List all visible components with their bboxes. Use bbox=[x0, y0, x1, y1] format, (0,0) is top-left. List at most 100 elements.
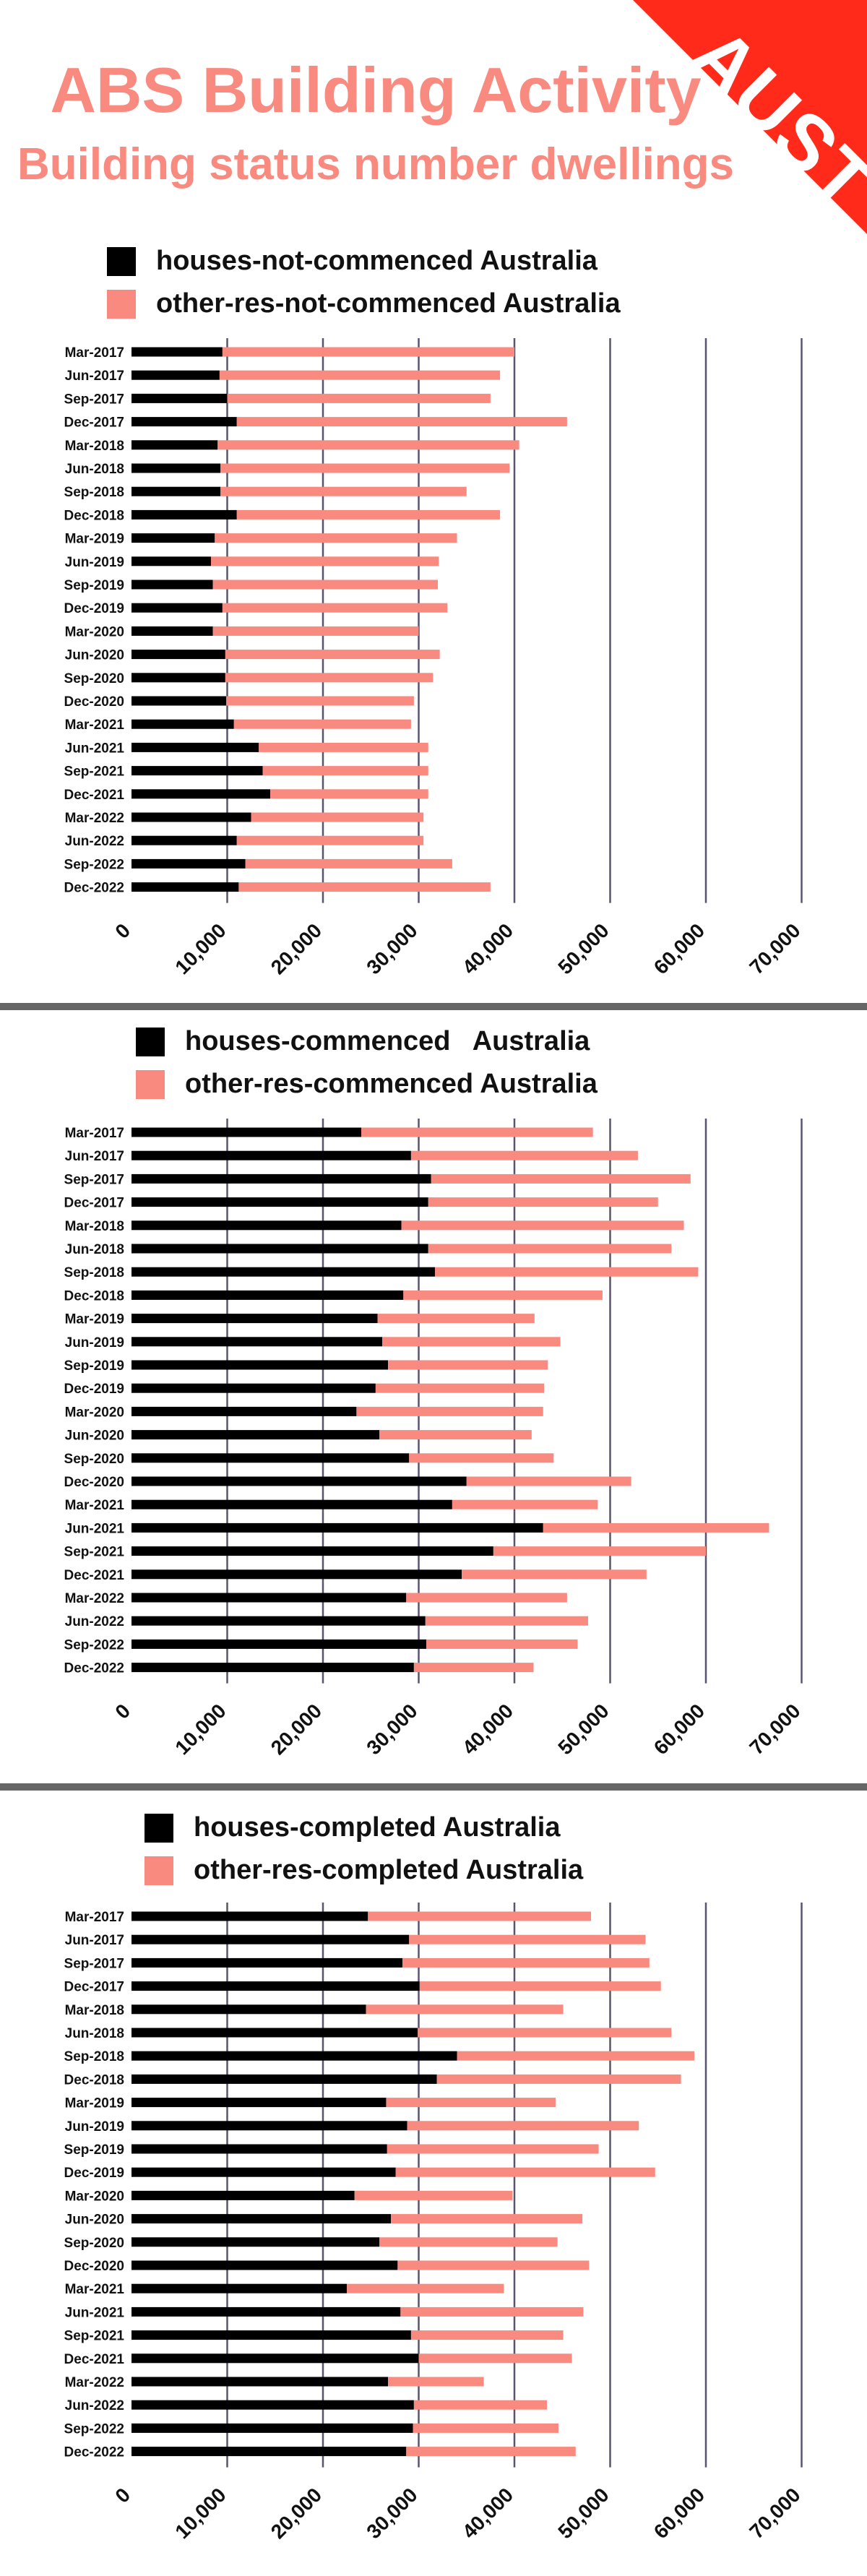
bar-other-res bbox=[236, 417, 567, 427]
category-label: Sep-2018 bbox=[64, 485, 124, 500]
bar-other-res bbox=[397, 2260, 590, 2270]
bar-other-res bbox=[407, 2121, 639, 2131]
category-label: Mar-2022 bbox=[65, 2375, 124, 2390]
bar-houses bbox=[131, 1290, 404, 1300]
bar-houses bbox=[131, 1173, 431, 1184]
legend-swatch-houses bbox=[107, 246, 136, 276]
legend-item-other-commenced: other-res-commenced Australia bbox=[136, 1069, 598, 1100]
bar-other-res bbox=[402, 1957, 650, 1968]
category-label: Sep-2022 bbox=[64, 1637, 124, 1653]
bar-houses bbox=[131, 766, 263, 776]
x-tick-label: 70,000 bbox=[745, 919, 804, 978]
bar-other-res bbox=[245, 858, 452, 869]
bar-other-res bbox=[543, 1522, 769, 1533]
category-label: Jun-2018 bbox=[65, 462, 124, 477]
x-tick-label: 60,000 bbox=[650, 1700, 709, 1759]
category-label: Mar-2019 bbox=[65, 1312, 124, 1327]
category-label: Dec-2018 bbox=[64, 508, 124, 523]
bar-houses bbox=[131, 789, 271, 799]
legend-completed: houses-completed Australia other-res-com… bbox=[144, 1812, 583, 1886]
category-label: Jun-2020 bbox=[65, 1429, 124, 1444]
bar-other-res bbox=[386, 2098, 556, 2108]
legend-swatch-houses bbox=[136, 1027, 165, 1056]
bar-other-res bbox=[431, 1173, 691, 1184]
bar-houses bbox=[131, 603, 223, 613]
bar-houses bbox=[131, 1663, 414, 1673]
bar-other-res bbox=[410, 2330, 564, 2340]
legend-label-houses-commenced: houses-commenced Australia bbox=[185, 1026, 590, 1056]
bar-houses bbox=[131, 440, 218, 450]
bar-other-res bbox=[436, 2074, 681, 2084]
bar-other-res bbox=[418, 2353, 572, 2364]
bar-houses bbox=[131, 2353, 419, 2364]
bar-houses bbox=[131, 2144, 387, 2154]
bar-other-res bbox=[226, 696, 414, 706]
legend-swatch-other bbox=[144, 1856, 173, 1885]
x-tick-label: 10,000 bbox=[171, 1700, 230, 1759]
bar-other-res bbox=[368, 1911, 591, 1921]
banner-triangle bbox=[631, 0, 867, 236]
category-label: Dec-2020 bbox=[64, 1475, 124, 1490]
bar-houses bbox=[131, 1499, 452, 1509]
category-label: Jun-2022 bbox=[65, 2398, 124, 2413]
bar-other-res bbox=[435, 1267, 699, 1277]
category-label: Jun-2022 bbox=[65, 834, 124, 849]
category-label: Jun-2022 bbox=[65, 1614, 124, 1629]
bar-other-res bbox=[493, 1546, 706, 1556]
bar-other-res bbox=[379, 2237, 558, 2247]
legend-swatch-houses bbox=[144, 1813, 173, 1843]
bar-houses bbox=[131, 486, 221, 496]
category-label: Mar-2019 bbox=[65, 2096, 124, 2111]
bar-houses bbox=[131, 463, 221, 473]
category-label: Sep-2017 bbox=[64, 1172, 124, 1187]
x-tick-label: 40,000 bbox=[458, 919, 517, 978]
category-label: Mar-2020 bbox=[65, 624, 124, 639]
bar-other-res bbox=[403, 1290, 603, 1300]
bar-other-res bbox=[220, 486, 467, 496]
category-label: Jun-2017 bbox=[65, 1149, 124, 1164]
category-label: Dec-2017 bbox=[64, 1980, 124, 1995]
category-label: Mar-2021 bbox=[65, 718, 125, 733]
bar-other-res bbox=[428, 1197, 658, 1207]
x-tick-label: 0 bbox=[111, 919, 134, 943]
category-label: Sep-2019 bbox=[64, 578, 124, 593]
bar-other-res bbox=[466, 1476, 631, 1486]
x-tick-label: 0 bbox=[111, 1700, 134, 1723]
legend-item-houses-completed: houses-completed Australia bbox=[144, 1812, 583, 1843]
x-tick-label: 50,000 bbox=[553, 919, 613, 978]
category-label: Dec-2021 bbox=[64, 2352, 125, 2367]
category-label: Mar-2017 bbox=[65, 1910, 124, 1925]
category-label: Mar-2021 bbox=[65, 2282, 125, 2297]
bar-houses bbox=[131, 1593, 407, 1603]
bar-houses bbox=[131, 1934, 410, 1944]
bar-houses bbox=[131, 1981, 420, 1991]
category-label: Sep-2017 bbox=[64, 1956, 124, 1971]
category-label: Dec-2021 bbox=[64, 1568, 125, 1583]
bar-houses bbox=[131, 1453, 410, 1463]
bar-houses bbox=[131, 1430, 380, 1440]
bar-other-res bbox=[409, 1934, 646, 1944]
legend-label-other-commenced: other-res-commenced Australia bbox=[185, 1069, 598, 1099]
category-label: Dec-2020 bbox=[64, 2259, 124, 2274]
bar-other-res bbox=[215, 533, 457, 543]
bar-houses bbox=[131, 2004, 366, 2015]
category-label: Mar-2018 bbox=[65, 439, 124, 454]
legend-label-other-not-commenced: other-res-not-commenced Australia bbox=[156, 288, 621, 319]
category-label: Jun-2021 bbox=[65, 1521, 125, 1536]
bar-other-res bbox=[270, 789, 428, 799]
category-label: Dec-2019 bbox=[64, 601, 124, 616]
bar-houses bbox=[131, 2214, 392, 2224]
bar-houses bbox=[131, 882, 239, 892]
category-label: Mar-2018 bbox=[65, 1219, 124, 1234]
bar-houses bbox=[131, 1569, 462, 1580]
x-tick-label: 20,000 bbox=[267, 1700, 326, 1759]
x-tick-label: 70,000 bbox=[745, 2484, 804, 2543]
bar-other-res bbox=[361, 1127, 593, 1137]
bar-houses bbox=[131, 2237, 380, 2247]
bar-houses bbox=[131, 2400, 414, 2410]
bar-other-res bbox=[426, 1639, 578, 1649]
bar-houses bbox=[131, 719, 234, 729]
bar-houses bbox=[131, 2098, 387, 2108]
category-label: Dec-2022 bbox=[64, 1661, 124, 1676]
bar-houses bbox=[131, 417, 237, 427]
